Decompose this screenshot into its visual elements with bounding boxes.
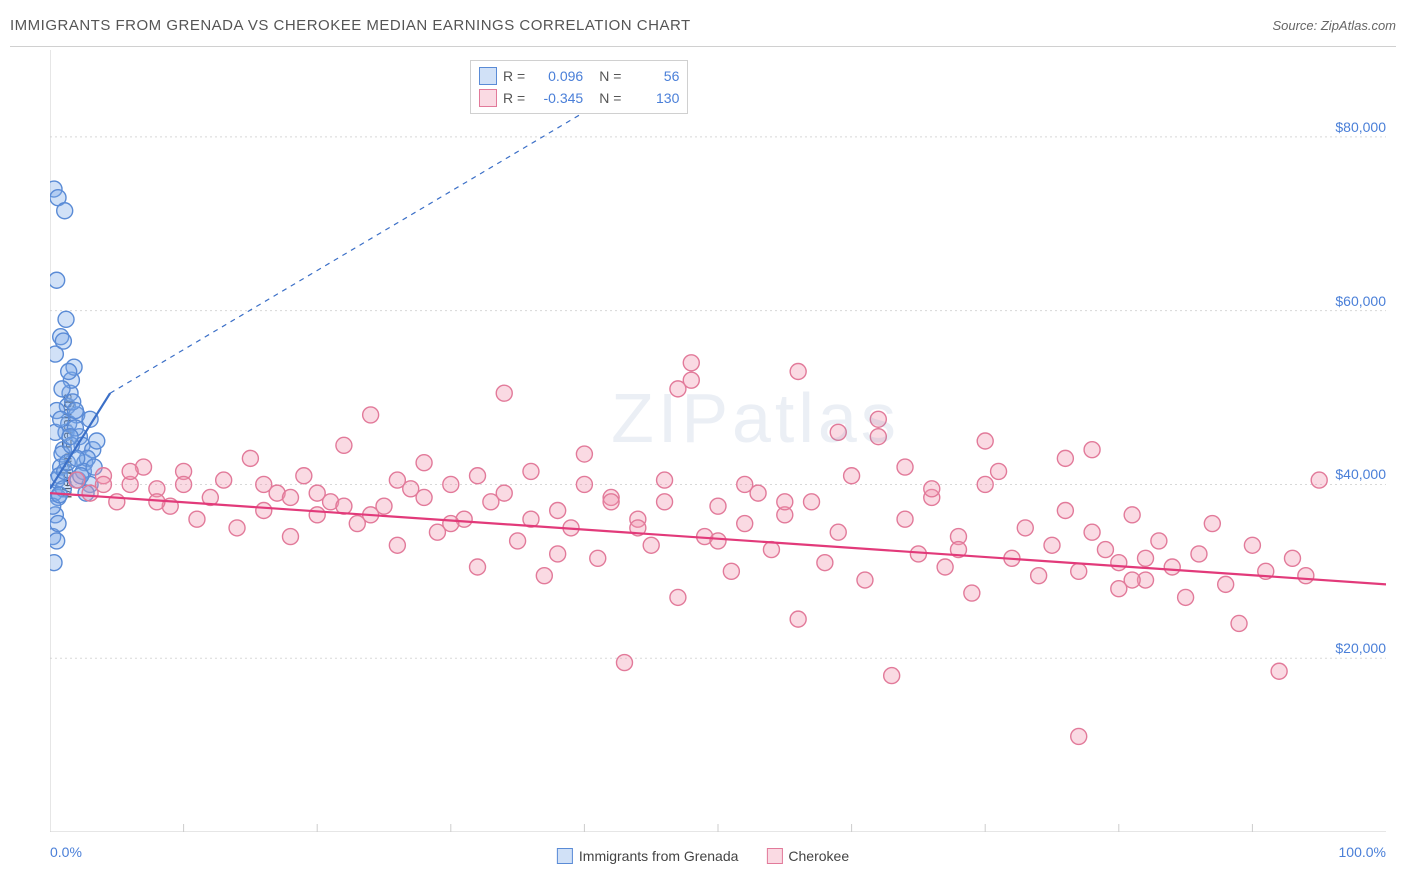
- stat-r-label-1: R =: [503, 68, 525, 84]
- chart-title: IMMIGRANTS FROM GRENADA VS CHEROKEE MEDI…: [10, 17, 691, 34]
- legend-item-1: Immigrants from Grenada: [557, 848, 739, 864]
- legend-label-1: Immigrants from Grenada: [579, 848, 739, 864]
- scatter-svg: [50, 50, 1386, 832]
- legend-swatch-1: [557, 848, 573, 864]
- plot-area: ZIPatlas $20,000$40,000$60,000$80,000: [50, 50, 1386, 832]
- stat-n-value-2: 130: [627, 90, 679, 106]
- x-max-label: 100.0%: [1339, 844, 1386, 860]
- chart-container: IMMIGRANTS FROM GRENADA VS CHEROKEE MEDI…: [0, 0, 1406, 892]
- legend-swatch-2: [766, 848, 782, 864]
- swatch-series1: [479, 67, 497, 85]
- stats-row-2: R = -0.345 N = 130: [479, 87, 679, 109]
- bottom-legend: Immigrants from Grenada Cherokee: [557, 848, 849, 864]
- stats-row-1: R = 0.096 N = 56: [479, 65, 679, 87]
- legend-item-2: Cherokee: [766, 848, 849, 864]
- chart-source: Source: ZipAtlas.com: [1272, 18, 1396, 33]
- legend-label-2: Cherokee: [788, 848, 849, 864]
- swatch-series2: [479, 89, 497, 107]
- x-min-label: 0.0%: [50, 844, 82, 860]
- stat-r-value-2: -0.345: [531, 90, 583, 106]
- stat-r-value-1: 0.096: [531, 68, 583, 84]
- stat-n-value-1: 56: [627, 68, 679, 84]
- stat-r-label-2: R =: [503, 90, 525, 106]
- chart-header: IMMIGRANTS FROM GRENADA VS CHEROKEE MEDI…: [10, 10, 1396, 47]
- stat-n-label-1: N =: [599, 68, 621, 84]
- stat-n-label-2: N =: [599, 90, 621, 106]
- stats-legend-box: R = 0.096 N = 56 R = -0.345 N = 130: [470, 60, 688, 114]
